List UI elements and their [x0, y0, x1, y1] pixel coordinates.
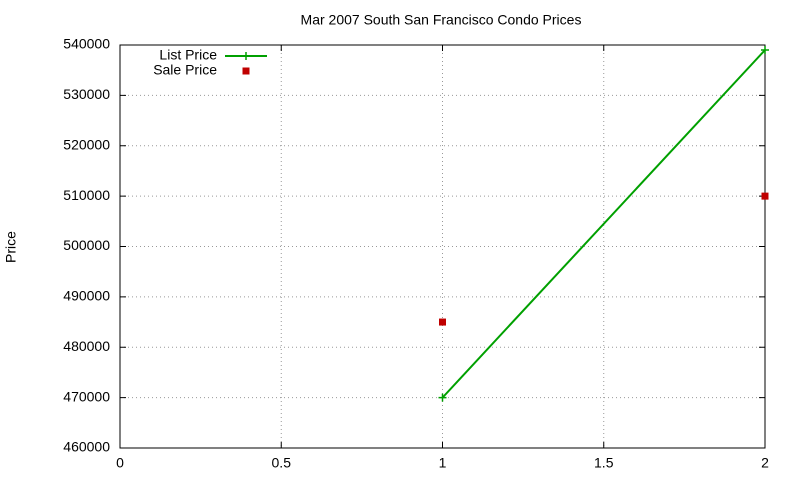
point — [761, 46, 769, 55]
legend-label: Sale Price — [153, 62, 217, 78]
chart-title: Mar 2007 South San Francisco Condo Price… — [301, 12, 582, 28]
plot-border — [119, 44, 766, 449]
x-tick-label: 0.5 — [272, 455, 292, 471]
point — [438, 393, 447, 402]
point — [439, 318, 446, 326]
x-tick-label: 2 — [761, 455, 769, 471]
x-tick-label: 1.5 — [594, 455, 614, 471]
y-tick-label: 510000 — [63, 187, 110, 203]
y-tick-label: 470000 — [63, 388, 110, 404]
point — [761, 192, 769, 200]
line — [441, 49, 766, 399]
y-tick-label: 520000 — [63, 136, 110, 152]
legend-marker — [242, 52, 250, 60]
x-tick-label: 1 — [439, 455, 447, 471]
y-tick-label: 530000 — [63, 86, 110, 102]
legend-label: List Price — [159, 47, 217, 63]
y-tick-label: 480000 — [63, 338, 110, 354]
y-tick-label: 490000 — [63, 288, 110, 304]
y-tick-label: 460000 — [63, 439, 110, 455]
y-tick-label: 500000 — [63, 237, 110, 253]
y-axis-label: Price — [3, 231, 19, 263]
y-tick-label: 540000 — [63, 36, 110, 52]
legend-marker — [242, 67, 250, 75]
x-tick-label: 0 — [116, 455, 124, 471]
